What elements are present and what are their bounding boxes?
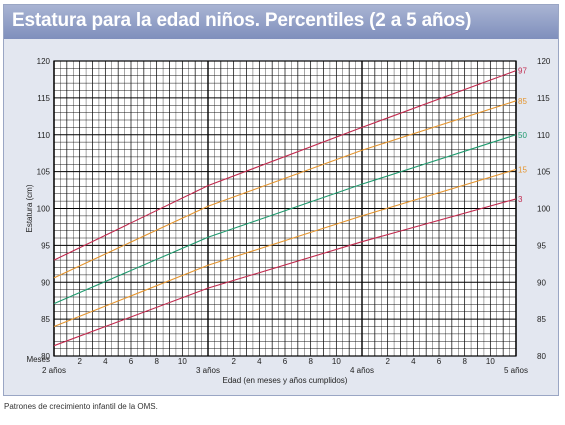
y-tick-label-right: 120	[537, 57, 551, 66]
chart-title: Estatura para la edad niños. Percentiles…	[12, 10, 472, 31]
series-line-p97	[53, 70, 517, 261]
x-year-tick-label: 4 años	[350, 366, 374, 375]
x-month-tick-label: 6	[283, 357, 288, 366]
y-tick-label-left: 90	[41, 278, 50, 287]
y-tick-label-left: 105	[37, 168, 51, 177]
x-month-tick-label: 4	[411, 357, 416, 366]
grid	[53, 60, 517, 357]
axis-labels: 97 85 50 15 3 80 80 85 85 90 90 95 95 100 100 105 105 110…	[25, 57, 551, 385]
y-tick-label-left: 100	[37, 205, 51, 214]
x-month-tick-label: 2	[231, 357, 236, 366]
x-month-tick-label: 10	[486, 357, 495, 366]
y-tick-label-left: 85	[41, 315, 50, 324]
y-tick-label-right: 85	[537, 315, 546, 324]
x-month-tick-label: 8	[154, 357, 159, 366]
y-tick-label-right: 80	[537, 352, 546, 361]
x-month-tick-label: 6	[437, 357, 442, 366]
y-axis-title: Estatura (cm)	[25, 184, 34, 232]
months-label: Meses	[26, 355, 50, 364]
series-label-p15: 15	[518, 165, 527, 174]
y-tick-label-right: 95	[537, 241, 546, 250]
y-tick-label-right: 105	[537, 168, 551, 177]
x-month-tick-label: 4	[257, 357, 262, 366]
x-year-tick-label: 3 años	[196, 366, 220, 375]
y-tick-label-left: 95	[41, 241, 50, 250]
series-label-p50: 50	[518, 131, 527, 140]
series-line-p50	[53, 134, 517, 305]
y-tick-label-right: 115	[537, 94, 550, 103]
x-month-tick-label: 10	[332, 357, 341, 366]
x-axis-title: Edad (en meses y años cumplidos)	[223, 376, 348, 385]
series-label-p85: 85	[518, 97, 527, 106]
y-tick-label-right: 100	[537, 205, 551, 214]
x-month-tick-label: 4	[103, 357, 108, 366]
x-month-tick-label: 8	[462, 357, 467, 366]
x-month-tick-label: 8	[308, 357, 313, 366]
x-month-tick-label: 6	[129, 357, 134, 366]
y-tick-label-left: 115	[37, 94, 50, 103]
y-tick-label-left: 110	[37, 131, 50, 140]
x-month-tick-label: 2	[77, 357, 82, 366]
x-month-tick-label: 2	[385, 357, 390, 366]
y-tick-label-left: 120	[37, 57, 51, 66]
title-bar: Estatura para la edad niños. Percentiles…	[4, 5, 558, 39]
series-line-p3	[53, 198, 517, 347]
x-year-tick-label: 2 años	[42, 366, 66, 375]
y-tick-label-right: 90	[537, 278, 546, 287]
y-tick-label-right: 110	[537, 131, 550, 140]
series-line-p85	[53, 100, 517, 279]
series-label-p97: 97	[518, 67, 527, 76]
series-lines	[53, 70, 517, 347]
x-year-tick-label: 5 años	[504, 366, 528, 375]
series-label-p3: 3	[518, 195, 523, 204]
plot-border	[53, 60, 517, 357]
footnote: Patrones de crecimiento infantil de la O…	[4, 402, 158, 411]
y-tick-label-left: 80	[41, 352, 50, 361]
series-line-p15	[53, 168, 517, 328]
x-month-tick-label: 10	[178, 357, 187, 366]
